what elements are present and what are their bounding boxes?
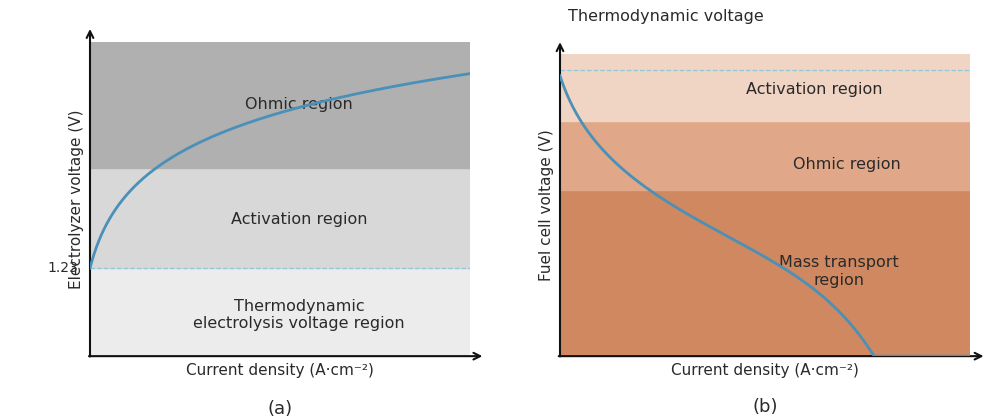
Text: Activation region: Activation region bbox=[231, 212, 367, 227]
Text: (b): (b) bbox=[752, 398, 778, 416]
Text: (a): (a) bbox=[267, 400, 293, 418]
Y-axis label: Electrolyzer voltage (V): Electrolyzer voltage (V) bbox=[69, 109, 84, 289]
Text: Mass transport
region: Mass transport region bbox=[779, 256, 899, 288]
Bar bbox=[90, 168, 470, 268]
Text: Thermodynamic voltage: Thermodynamic voltage bbox=[568, 9, 764, 24]
Bar bbox=[560, 54, 970, 121]
X-axis label: Current density (A·cm⁻²): Current density (A·cm⁻²) bbox=[186, 363, 374, 378]
Bar bbox=[560, 121, 970, 190]
Bar bbox=[90, 42, 470, 168]
Text: Ohmic region: Ohmic region bbox=[245, 97, 353, 112]
Bar bbox=[90, 268, 470, 356]
X-axis label: Current density (A·cm⁻²): Current density (A·cm⁻²) bbox=[671, 363, 859, 378]
Bar bbox=[560, 190, 970, 356]
Text: Thermodynamic
electrolysis voltage region: Thermodynamic electrolysis voltage regio… bbox=[193, 299, 405, 331]
Text: Activation region: Activation region bbox=[746, 82, 882, 97]
Text: 1.23: 1.23 bbox=[48, 261, 79, 275]
Text: Ohmic region: Ohmic region bbox=[793, 157, 901, 172]
Y-axis label: Fuel cell voltage (V): Fuel cell voltage (V) bbox=[539, 129, 554, 281]
